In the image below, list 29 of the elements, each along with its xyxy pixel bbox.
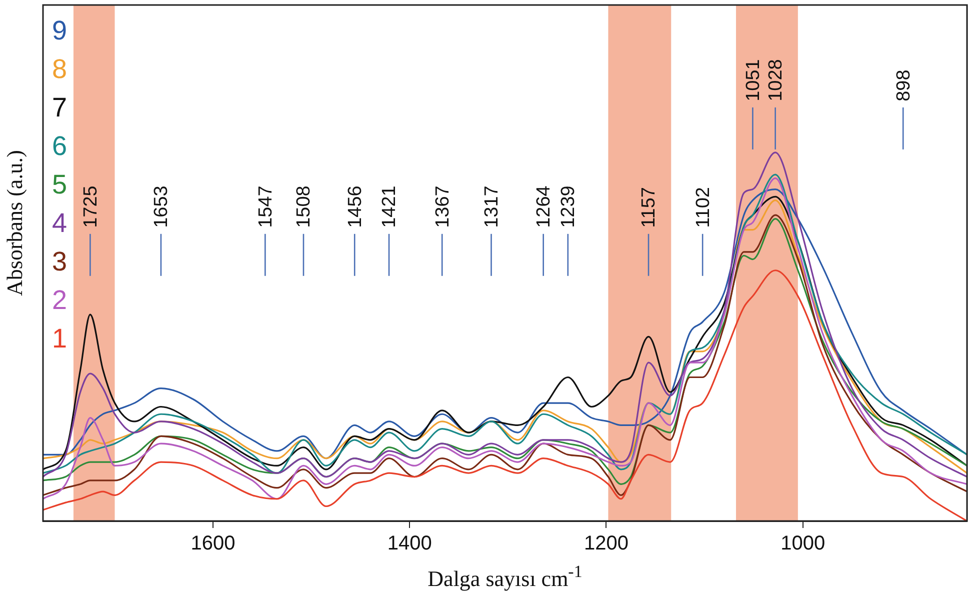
text: 5 bbox=[52, 169, 68, 200]
ref-line-label: 1317 bbox=[481, 186, 502, 228]
ref-line-label: 1456 bbox=[344, 186, 366, 228]
ref-line-label: 1239 bbox=[558, 186, 580, 228]
x-tick-label: 1600 bbox=[190, 532, 236, 555]
text: 2 bbox=[52, 284, 68, 315]
ref-line-label: 898 bbox=[893, 70, 914, 102]
x-tick-label: 1200 bbox=[584, 532, 628, 555]
ref-line-label: 1725 bbox=[80, 186, 102, 228]
ref-line-label: 1028 bbox=[766, 59, 787, 102]
x-tick-label: 1400 bbox=[387, 532, 432, 555]
text: 1 bbox=[52, 323, 68, 354]
x-tick-label: 1000 bbox=[780, 532, 826, 555]
text: 9 bbox=[52, 15, 68, 46]
ref-line-label: 1051 bbox=[742, 59, 764, 102]
y-axis-title: Absorbans (a.u.) bbox=[2, 150, 27, 296]
text: 3 bbox=[52, 246, 68, 276]
ref-line-label: 1653 bbox=[151, 186, 172, 228]
ref-line-label: 1421 bbox=[379, 186, 400, 228]
text: 4 bbox=[52, 208, 68, 238]
ref-line-label: 1102 bbox=[692, 187, 714, 228]
ref-line-label: 1264 bbox=[534, 185, 555, 228]
ref-line-label: 1547 bbox=[255, 186, 276, 228]
ref-line-label: 1157 bbox=[638, 187, 660, 228]
text: 6 bbox=[52, 130, 68, 161]
ref-line-label: 1367 bbox=[432, 186, 454, 228]
ref-line-label: 1508 bbox=[294, 186, 315, 228]
text: 7 bbox=[52, 92, 68, 122]
text: 8 bbox=[52, 54, 68, 84]
